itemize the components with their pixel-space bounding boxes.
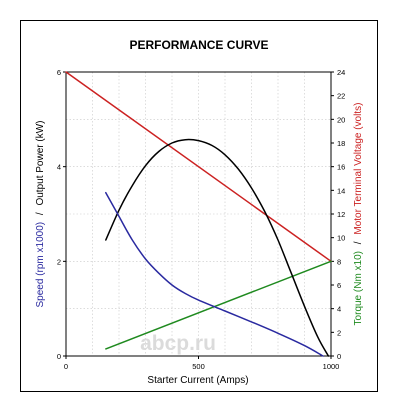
y-left-tick-label: 6 — [57, 68, 61, 77]
x-tick-label: 0 — [64, 362, 68, 371]
y-right-axis-label: Torque (Nm x10) / Motor Terminal Voltage… — [353, 103, 364, 326]
y-right-tick-label: 8 — [337, 257, 341, 266]
y-right-tick-label: 20 — [337, 115, 345, 124]
y-right-tick-label: 4 — [337, 305, 341, 314]
x-axis-label: Starter Current (Amps) — [147, 375, 248, 386]
y-left-separator: / — [35, 212, 46, 215]
y-right-tick-label: 24 — [337, 68, 345, 77]
x-tick-label: 500 — [192, 362, 205, 371]
y-right-tick-label: 18 — [337, 139, 345, 148]
torque-series-line — [105, 260, 332, 350]
speed-series-line — [105, 191, 324, 357]
y-right-voltage-label: Motor Terminal Voltage (volts) — [353, 103, 364, 235]
y-right-tick-label: 10 — [337, 234, 345, 243]
y-right-tick-label: 0 — [337, 352, 341, 361]
y-right-tick-label: 22 — [337, 92, 345, 101]
x-tick-label: 1000 — [323, 362, 340, 371]
y-left-tick-label: 4 — [57, 163, 61, 172]
y-left-axis-label: Speed (rpm x1000) / Output Power (kW) — [35, 121, 46, 308]
y-right-tick-label: 6 — [337, 281, 341, 290]
y-right-torque-label: Torque (Nm x10) — [353, 251, 364, 325]
y-left-power-label: Output Power (kW) — [35, 121, 46, 206]
y-right-tick-label: 2 — [337, 328, 341, 337]
chart-title: PERFORMANCE CURVE — [129, 38, 268, 52]
power-series-line — [105, 138, 330, 357]
voltage-series-line — [65, 71, 332, 263]
y-right-separator: / — [353, 241, 364, 244]
watermark-text: abcp.ru — [140, 332, 216, 355]
y-right-tick-label: 14 — [337, 186, 345, 195]
y-left-speed-label: Speed (rpm x1000) — [35, 222, 46, 308]
y-left-tick-label: 2 — [57, 257, 61, 266]
y-right-tick-label: 16 — [337, 163, 345, 172]
y-right-tick-label: 12 — [337, 210, 345, 219]
series-lines — [65, 71, 332, 357]
y-left-tick-label: 0 — [57, 352, 61, 361]
